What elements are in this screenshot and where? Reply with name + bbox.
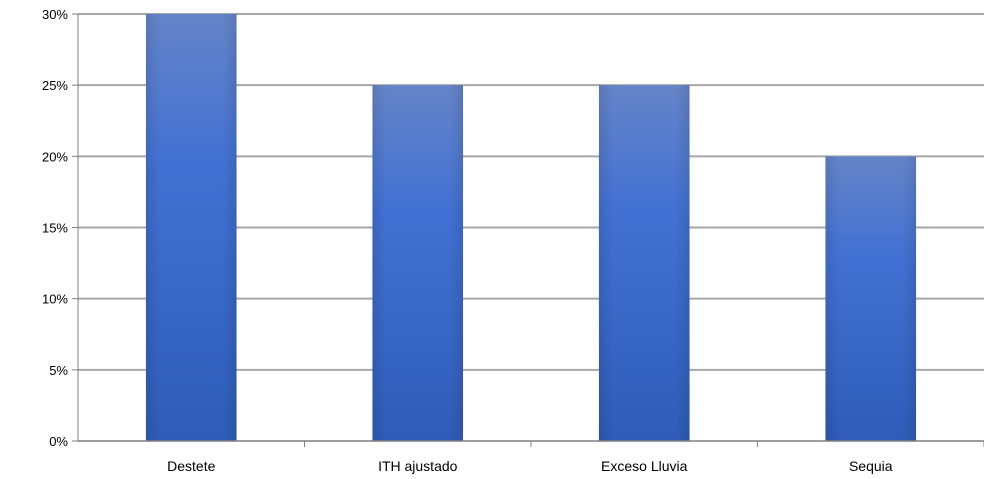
bar-shading (372, 85, 464, 442)
x-category-label: ITH ajustado (378, 458, 458, 474)
x-category-label: Exceso Lluvia (601, 458, 688, 474)
y-tick-label: 25% (42, 78, 68, 93)
x-category-label: Destete (167, 458, 215, 474)
y-axis-tick-labels: 0% 5% 10% 15% 20% 25% 30% (42, 7, 68, 449)
y-tick-label: 5% (49, 363, 68, 378)
y-tick-label: 10% (42, 292, 68, 307)
bar-shading (145, 14, 237, 441)
x-axis-category-labels: Destete ITH ajustado Exceso Lluvia Sequia (167, 458, 893, 474)
y-tick-label: 30% (42, 7, 68, 22)
y-tick-label: 20% (42, 149, 68, 164)
bar-shading (598, 85, 690, 442)
y-tick-label: 15% (42, 221, 68, 236)
y-tick-label: 0% (49, 434, 68, 449)
x-category-label: Sequia (849, 458, 893, 474)
bar-shading (825, 156, 917, 442)
bars (145, 14, 917, 442)
axes (72, 13, 984, 447)
